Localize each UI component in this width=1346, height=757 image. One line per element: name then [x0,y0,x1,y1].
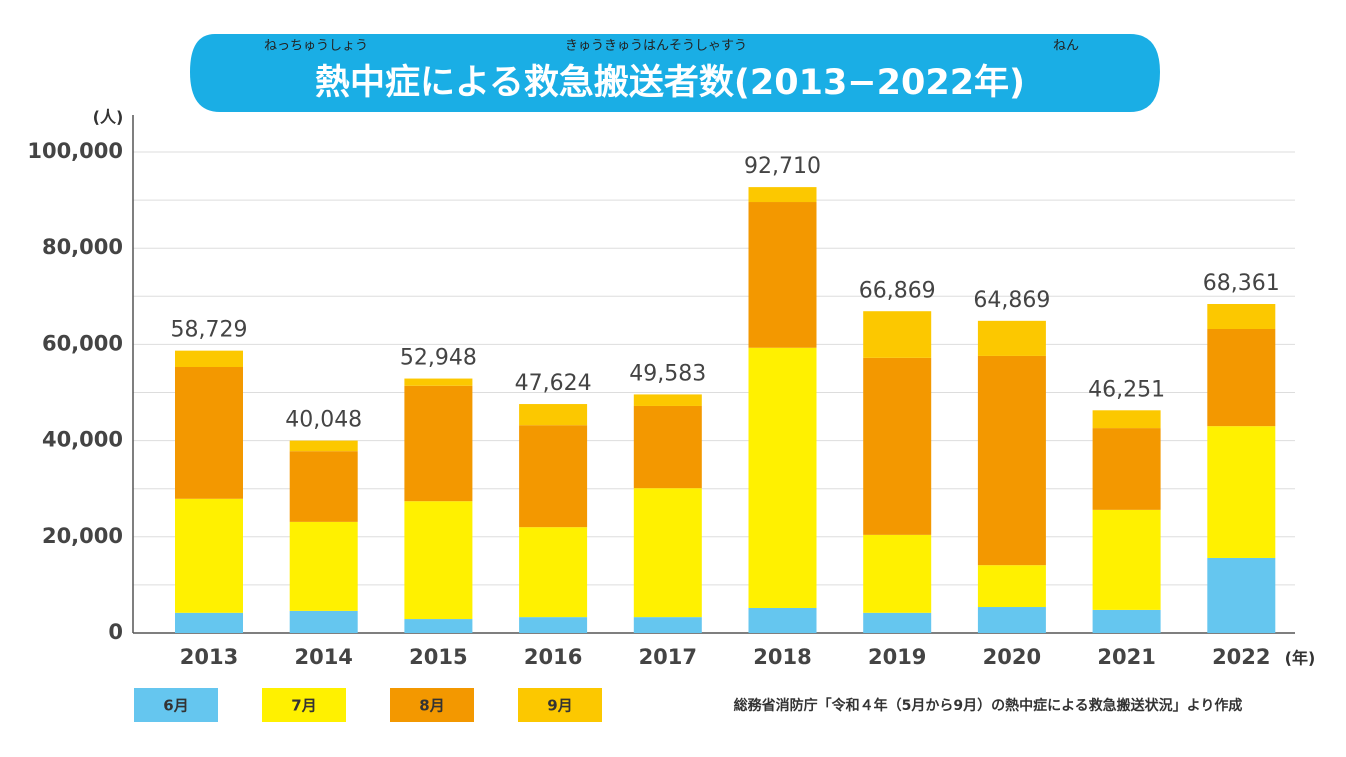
y-unit: (人) [93,108,124,127]
x-tick-label: 2018 [753,645,811,669]
title-ruby: きゅうきゅうはんそうしゃすう [565,39,747,54]
y-tick-label: 0 [108,620,123,644]
bar-segment [1092,609,1161,633]
bar-segment [519,404,588,426]
bar-segment [1207,557,1276,633]
bar-segment [519,527,588,618]
bar-segment [1207,426,1276,558]
total-label: 46,251 [1088,378,1165,403]
total-label: 52,948 [400,345,477,370]
source-note: 総務省消防庁「令和４年（5月から9月）の熱中症による救急搬送状況」より作成 [734,697,1243,714]
bar-segment [175,612,243,633]
total-label: 68,361 [1203,271,1280,296]
bar-segment [175,350,243,368]
total-label: 92,710 [744,154,821,179]
total-label: 47,624 [515,371,592,396]
bar-segment [1207,329,1276,427]
bar-segment [863,534,932,613]
title-ruby: ねっちゅうしょう [264,39,368,54]
bar-segment [633,488,702,618]
bar-segment [1207,303,1276,330]
x-tick-label: 2021 [1097,645,1155,669]
bar-segment [1092,428,1161,510]
total-label: 49,583 [629,362,706,387]
bar-segment [977,320,1046,356]
bar-segment [748,202,817,348]
bar-segment [977,355,1046,566]
x-unit: (年) [1285,649,1316,668]
bar-segment [289,451,358,522]
chart-title: 熱中症による救急搬送者数(2013−2022年) [315,63,1025,103]
total-label: 58,729 [171,318,248,343]
bar-segment [175,367,243,499]
bar-segment [977,607,1046,633]
y-tick-label: 80,000 [42,235,123,259]
bar-segment [977,565,1046,608]
bar-segment [1092,410,1161,429]
x-tick-label: 2020 [983,645,1041,669]
total-label: 40,048 [285,407,362,432]
bar-segment [289,610,358,633]
x-tick-label: 2022 [1212,645,1270,669]
bar-segment [1092,509,1161,610]
title-ruby: ねん [1053,39,1079,54]
y-tick-label: 20,000 [42,524,123,548]
bar-segment [289,521,358,611]
bar-segment [633,617,702,633]
bar-segment [404,501,473,620]
x-tick-label: 2019 [868,645,926,669]
x-tick-label: 2013 [180,645,238,669]
legend-swatch [262,688,346,722]
legend-label: 7月 [291,697,316,715]
x-tick-label: 2017 [639,645,697,669]
bar-segment [289,440,358,452]
bar-segment [519,425,588,528]
y-tick-label: 60,000 [42,331,123,355]
legend-label: 8月 [419,697,444,715]
legend-swatch [390,688,474,722]
y-tick-label: 100,000 [27,139,123,163]
legend-swatch [134,688,218,722]
legend-label: 9月 [547,697,572,715]
bar-segment [519,617,588,633]
legend-swatch [518,688,602,722]
bar-segment [748,347,817,608]
bar-segment [748,607,817,633]
bar-segment [748,187,817,203]
bar-segment [175,498,243,613]
bar-segment [633,394,702,406]
bar-segment [863,612,932,633]
bar-segment [404,378,473,386]
bar-segment [404,385,473,502]
x-tick-label: 2014 [294,645,352,669]
x-tick-label: 2016 [524,645,582,669]
legend-label: 6月 [163,697,188,715]
bar-segment [404,619,473,633]
title-banner [190,34,1160,112]
y-tick-label: 40,000 [42,428,123,452]
bar-segment [863,311,932,358]
bar-segment [633,405,702,489]
total-label: 66,869 [859,278,936,303]
total-label: 64,869 [973,288,1050,313]
x-tick-label: 2015 [409,645,467,669]
bar-segment [863,357,932,535]
